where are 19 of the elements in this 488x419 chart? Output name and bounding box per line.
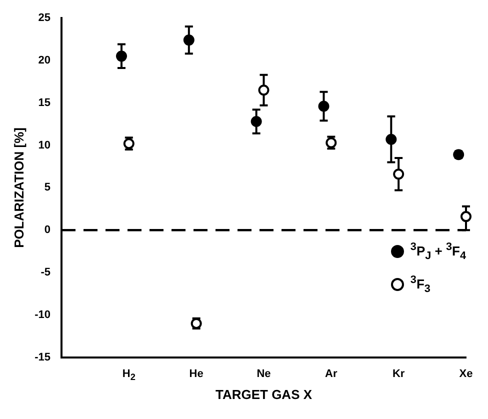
x-tick-label: Ar	[324, 367, 338, 382]
y-tick-label: 25	[38, 12, 50, 24]
x-tick-label: H$_{2}$	[121, 367, 136, 385]
legend-label: $^{3}$P$_{J}$ + $^{3}$F$_{4}$	[410, 240, 466, 264]
y-tick-label: 5	[44, 182, 50, 194]
x-tick-label: He	[188, 367, 204, 382]
y-tick-label: 15	[38, 96, 50, 109]
legend-label: $^{3}$F$_{3}$	[410, 273, 430, 297]
x-tick-label: Kr	[391, 367, 406, 382]
y-tick-label: -5	[40, 266, 50, 279]
y-axis-title: POLARIZATION [%]	[11, 128, 26, 248]
x-tick-label: Ne	[256, 367, 272, 382]
y-tick-label: 0	[44, 224, 50, 236]
x-tick-label: Xe	[458, 367, 474, 382]
y-tick-label: -15	[34, 351, 50, 364]
y-tick-label: 20	[38, 54, 50, 66]
x-axis-title: TARGET GAS X	[215, 386, 312, 402]
y-tick-label: 10	[38, 139, 50, 152]
y-tick-label: -10	[34, 309, 50, 322]
